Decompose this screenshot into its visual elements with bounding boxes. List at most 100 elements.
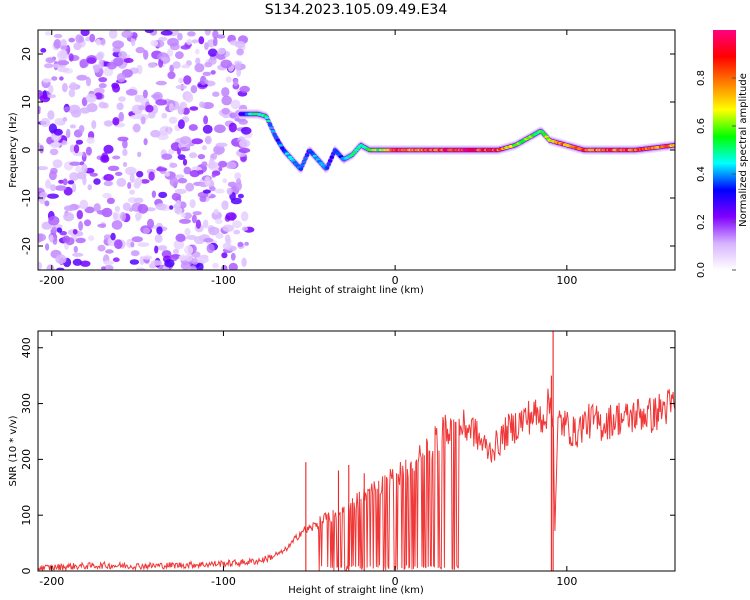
noise-cell	[93, 178, 101, 185]
noise-cell	[67, 180, 75, 185]
noise-cell	[85, 93, 97, 103]
ridge-cell	[267, 123, 273, 126]
noise-cell	[142, 255, 153, 260]
ridge-cell	[304, 153, 310, 157]
noise-cell	[85, 36, 91, 42]
noise-cell	[143, 227, 151, 234]
y-tick-label: 200	[20, 449, 33, 470]
noise-cell	[54, 117, 65, 126]
noise-cell	[221, 107, 230, 115]
noise-cell	[160, 57, 169, 62]
noise-cell	[59, 231, 67, 236]
noise-cell	[38, 261, 43, 270]
noise-cell	[105, 249, 114, 254]
noise-cell	[103, 264, 114, 270]
noise-cell	[184, 227, 191, 236]
noise-cell	[168, 116, 178, 125]
noise-cell	[233, 78, 239, 87]
ridge-cell	[298, 167, 304, 171]
noise-cell	[220, 59, 232, 69]
noise-cell	[98, 101, 107, 109]
noise-cell	[130, 241, 135, 248]
noise-cell	[244, 241, 249, 246]
noise-cell	[78, 125, 85, 133]
noise-cell	[132, 123, 141, 133]
ridge-cell	[277, 141, 282, 145]
noise-cell	[228, 262, 238, 270]
noise-cell	[169, 176, 179, 187]
noise-cell	[75, 237, 86, 244]
noise-cell	[136, 170, 144, 178]
noise-cell	[62, 117, 68, 122]
noise-cell	[154, 234, 163, 243]
snr-panel: -200 -100 0 100 0 100 200 300 400 Height of stra…	[8, 330, 676, 596]
colorbar: 0.0 0.2 0.4 0.6 0.8 Normalized spectral ampl…	[696, 30, 749, 278]
y-tick-label: 20	[20, 47, 33, 61]
noise-cell	[196, 262, 204, 270]
noise-cell	[168, 103, 174, 112]
colorbar-tick-label: 0.4	[696, 166, 707, 182]
noise-cell	[72, 151, 84, 156]
noise-cell	[161, 112, 168, 119]
noise-cell	[84, 206, 95, 214]
noise-cell	[107, 61, 117, 70]
noise-cell	[93, 64, 100, 73]
figure-title: S134.2023.105.09.49.E34	[265, 2, 448, 18]
noise-cell	[194, 63, 205, 73]
noise-cell	[188, 124, 198, 131]
noise-cell	[51, 76, 58, 81]
noise-cell	[40, 117, 51, 127]
noise-cell	[213, 37, 218, 47]
noise-cell	[195, 48, 200, 55]
noise-cell	[222, 178, 227, 184]
snr-line-group	[38, 331, 675, 571]
noise-cell	[75, 165, 83, 173]
noise-cell	[230, 99, 241, 110]
noise-cell	[137, 105, 145, 111]
noise-cell	[238, 147, 251, 154]
noise-cell	[160, 30, 173, 36]
noise-cell	[158, 191, 168, 199]
noise-cell	[112, 212, 118, 221]
noise-cell	[98, 59, 104, 70]
noise-cell	[112, 40, 124, 49]
noise-cell	[169, 162, 178, 168]
noise-cell	[62, 235, 71, 243]
noise-cell	[222, 224, 235, 232]
noise-cell	[225, 212, 237, 221]
noise-cell	[189, 265, 197, 270]
noise-cell	[216, 34, 226, 39]
noise-cell	[48, 84, 54, 94]
noise-cell	[44, 31, 52, 36]
noise-cell	[52, 236, 58, 245]
noise-cell	[212, 262, 219, 269]
noise-cell	[122, 202, 131, 211]
noise-cell	[97, 223, 107, 228]
noise-cell	[56, 227, 63, 233]
noise-cell	[72, 229, 78, 235]
noise-cell	[183, 166, 192, 175]
x-tick-label: -100	[211, 274, 236, 287]
colorbar-tick-label: 0.6	[696, 118, 707, 134]
noise-cell	[211, 173, 216, 178]
noise-cell	[49, 184, 57, 192]
noise-cell	[45, 243, 50, 251]
noise-cell	[57, 60, 70, 66]
noise-cell	[225, 161, 237, 169]
noise-cell	[86, 57, 97, 64]
noise-cell	[60, 45, 68, 51]
colorbar-tick-label: 0.8	[696, 70, 707, 86]
noise-cell	[187, 31, 196, 37]
snr-series-line	[38, 388, 675, 571]
noise-cell	[134, 177, 143, 187]
noise-cell	[40, 48, 47, 53]
noise-cell	[135, 267, 146, 270]
noise-cell	[51, 226, 57, 231]
noise-cell	[69, 144, 75, 153]
snr-ticks: -200 -100 0 100 0 100 200 300 400	[20, 331, 675, 588]
noise-cell	[49, 148, 59, 156]
noise-cell	[214, 124, 226, 133]
noise-cell	[73, 245, 79, 253]
noise-cell	[234, 40, 246, 49]
noise-cell	[93, 203, 101, 212]
